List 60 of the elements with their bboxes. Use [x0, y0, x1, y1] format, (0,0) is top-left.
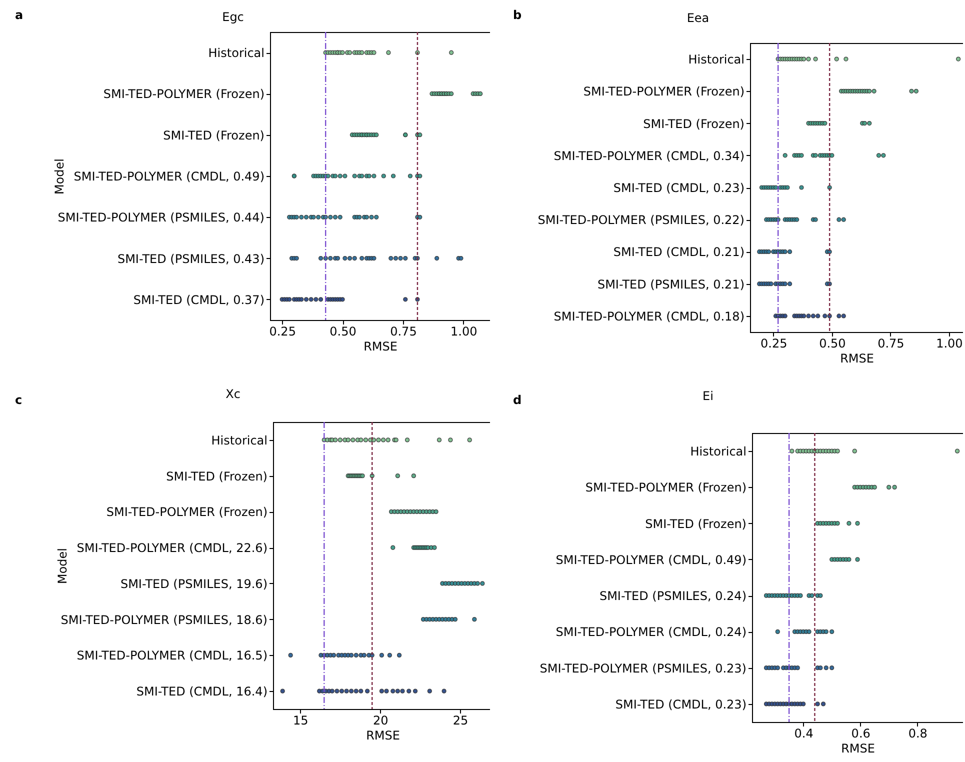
x-tick-label: 20	[372, 714, 388, 728]
x-tick-label: 1.00	[936, 336, 963, 350]
y-tick-label: SMI-TED (Frozen)	[166, 469, 268, 484]
y-tick-label: SMI-TED (Frozen)	[645, 516, 746, 531]
y-tick-label: SMI-TED-POLYMER (CMDL, 0.49)	[556, 552, 746, 567]
y-tick-label: SMI-TED (Frozen)	[643, 116, 744, 131]
y-tick-label: SMI-TED-POLYMER (Frozen)	[583, 84, 744, 99]
chart-title: Xc	[226, 387, 240, 401]
x-tick-label: 0.4	[794, 726, 814, 740]
x-tick-label: 15	[293, 714, 308, 728]
y-tick-label: SMI-TED (PSMILES, 0.21)	[597, 277, 744, 292]
y-axis-title: Model	[52, 158, 66, 195]
y-tick-label: Historical	[688, 52, 744, 67]
y-tick-label: SMI-TED (CMDL, 16.4)	[136, 684, 268, 699]
x-tick-label: 0.8	[908, 726, 928, 740]
x-axis-title: RMSE	[840, 352, 874, 366]
y-tick-label: SMI-TED-POLYMER (CMDL, 0.49)	[74, 170, 264, 184]
chart-title: Ei	[702, 389, 714, 403]
text: c	[15, 393, 22, 407]
text: d	[513, 393, 522, 407]
text: a	[15, 8, 24, 22]
x-axis-title: RMSE	[364, 340, 398, 354]
x-tick-label: 0.6	[851, 726, 870, 740]
y-tick-label: SMI-TED-POLYMER (CMDL, 16.5)	[76, 648, 268, 663]
x-axis-title: RMSE	[841, 742, 875, 756]
y-tick-label: SMI-TED-POLYMER (CMDL, 22.6)	[76, 541, 268, 556]
y-tick-label: SMI-TED (CMDL, 0.23)	[615, 697, 746, 712]
y-tick-label: SMI-TED-POLYMER (Frozen)	[106, 505, 268, 520]
x-tick-label: 1.00	[450, 324, 478, 338]
y-tick-label: SMI-TED-POLYMER (PSMILES, 0.22)	[538, 213, 744, 228]
x-tick-label: 0.50	[819, 336, 846, 350]
y-tick-label: Historical	[208, 46, 264, 60]
y-tick-label: SMI-TED-POLYMER (Frozen)	[103, 87, 264, 102]
y-tick-label: SMI-TED-POLYMER (CMDL, 0.34)	[554, 148, 744, 163]
chart-title: Eea	[686, 11, 710, 25]
x-tick-label: 0.75	[390, 324, 417, 338]
y-tick-label: SMI-TED (PSMILES, 0.24)	[599, 589, 746, 604]
y-tick-label: SMI-TED (PSMILES, 19.6)	[120, 576, 268, 591]
y-tick-label: Historical	[211, 433, 268, 448]
y-tick-label: SMI-TED (CMDL, 0.21)	[613, 245, 744, 260]
y-tick-label: SMI-TED-POLYMER (PSMILES, 18.6)	[60, 612, 268, 627]
y-tick-label: SMI-TED (CMDL, 0.37)	[133, 292, 264, 307]
y-axis-title: Model	[56, 548, 70, 584]
x-tick-label: 25	[452, 714, 468, 728]
y-tick-label: SMI-TED (PSMILES, 0.43)	[117, 252, 264, 266]
y-tick-label: Historical	[690, 444, 746, 459]
text: b	[513, 8, 522, 22]
y-tick-label: SMI-TED-POLYMER (CMDL, 0.24)	[556, 625, 746, 640]
y-tick-label: SMI-TED-POLYMER (CMDL, 0.18)	[554, 309, 744, 324]
x-tick-label: 0.50	[330, 324, 356, 338]
x-tick-label: 0.25	[269, 324, 296, 338]
y-tick-label: SMI-TED-POLYMER (PSMILES, 0.23)	[540, 661, 746, 676]
y-tick-label: SMI-TED (CMDL, 0.23)	[613, 181, 744, 195]
x-tick-label: 0.75	[878, 336, 904, 350]
x-tick-label: 0.25	[760, 336, 788, 350]
chart-title: Egc	[222, 10, 244, 24]
y-tick-label: SMI-TED (Frozen)	[163, 128, 264, 142]
y-tick-label: SMI-TED-POLYMER (PSMILES, 0.44)	[58, 210, 264, 225]
y-tick-label: SMI-TED-POLYMER (Frozen)	[585, 480, 746, 495]
x-axis-title: RMSE	[366, 728, 400, 742]
